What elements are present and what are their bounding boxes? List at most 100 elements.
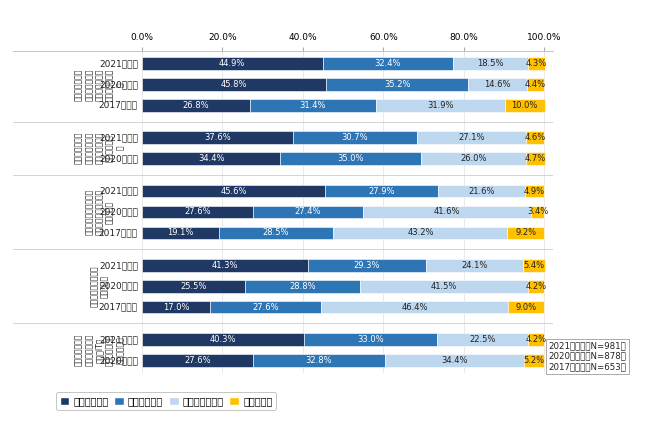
Text: 26.0%: 26.0% <box>460 154 487 163</box>
Bar <box>142 78 326 91</box>
Text: 2017年調査: 2017年調査 <box>99 101 138 110</box>
Bar <box>426 259 523 272</box>
Text: 4.9%: 4.9% <box>524 187 545 195</box>
Bar <box>219 227 333 239</box>
Bar <box>421 152 526 165</box>
Text: 45.6%: 45.6% <box>220 187 247 195</box>
Bar <box>526 131 545 144</box>
Text: 30.7%: 30.7% <box>342 133 369 142</box>
Text: 28.8%: 28.8% <box>289 282 316 291</box>
Text: 41.5%: 41.5% <box>431 282 457 291</box>
Bar <box>280 152 421 165</box>
Bar <box>142 131 293 144</box>
Bar <box>525 185 545 197</box>
Bar <box>253 206 363 218</box>
Text: 2021年調査: 2021年調査 <box>99 187 138 195</box>
Text: 28.5%: 28.5% <box>263 229 289 237</box>
Bar <box>376 99 504 112</box>
Bar <box>333 227 508 239</box>
Bar <box>508 301 545 313</box>
Bar <box>142 152 280 165</box>
Text: 2021年調査: 2021年調査 <box>99 335 138 344</box>
Text: 33.0%: 33.0% <box>358 335 384 344</box>
Text: 35.0%: 35.0% <box>337 154 364 163</box>
Text: 2020年調査: 2020年調査 <box>99 80 138 89</box>
Text: 24.1%: 24.1% <box>462 261 488 270</box>
Bar <box>528 57 545 70</box>
Bar <box>531 206 545 218</box>
Text: 32.4%: 32.4% <box>374 59 401 68</box>
Text: 2021年調査（N=981）
2020年調査（N=878）
2017年調査（N=653）: 2021年調査（N=981） 2020年調査（N=878） 2017年調査（N=… <box>549 341 627 371</box>
Bar <box>361 280 528 293</box>
Bar <box>142 259 308 272</box>
Text: 40.3%: 40.3% <box>210 335 236 344</box>
Text: 5.2%: 5.2% <box>523 356 545 365</box>
Bar <box>508 227 545 239</box>
Bar <box>326 78 468 91</box>
Text: 35.2%: 35.2% <box>384 80 410 89</box>
Bar <box>250 99 376 112</box>
Text: 2020年調査: 2020年調査 <box>99 356 138 365</box>
Text: 2020年調査: 2020年調査 <box>99 207 138 217</box>
Bar <box>253 354 385 367</box>
Bar <box>322 57 453 70</box>
Text: 2017年調査: 2017年調査 <box>99 229 138 237</box>
Bar <box>526 78 545 91</box>
Text: 31.4%: 31.4% <box>300 101 326 110</box>
Bar <box>142 301 211 313</box>
Text: 2021年調査: 2021年調査 <box>99 59 138 68</box>
Text: 4.6%: 4.6% <box>525 133 546 142</box>
Text: 25.5%: 25.5% <box>180 282 206 291</box>
Text: 41.3%: 41.3% <box>212 261 239 270</box>
Text: 働き方（ワーク
スタイル）改革
のプロジェクト
を設置してい
る: 働き方（ワーク スタイル）改革 のプロジェクト を設置してい る <box>74 132 125 165</box>
Bar <box>385 354 523 367</box>
Text: 19.1%: 19.1% <box>167 229 194 237</box>
Text: 21.6%: 21.6% <box>468 187 495 195</box>
Bar <box>142 57 322 70</box>
Bar <box>453 57 528 70</box>
Text: 27.6%: 27.6% <box>253 303 279 312</box>
Text: 32.8%: 32.8% <box>306 356 332 365</box>
Bar <box>526 152 545 165</box>
Bar <box>142 206 253 218</box>
Text: 18.5%: 18.5% <box>477 59 504 68</box>
Text: 4.4%: 4.4% <box>525 80 546 89</box>
Text: 働き方（ワーク
スタイル）改革
に伴うITシ
ステムの導入が
行われている: 働き方（ワーク スタイル）改革 に伴うITシ ステムの導入が 行われている <box>74 334 125 366</box>
Text: 27.6%: 27.6% <box>184 207 211 217</box>
Text: 46.4%: 46.4% <box>402 303 428 312</box>
Bar <box>417 131 526 144</box>
Text: 2021年調査: 2021年調査 <box>99 133 138 142</box>
Text: 10.0%: 10.0% <box>512 101 538 110</box>
Text: 4.7%: 4.7% <box>525 154 546 163</box>
Bar <box>244 280 361 293</box>
Text: 29.3%: 29.3% <box>354 261 380 270</box>
Text: 4.3%: 4.3% <box>526 59 547 68</box>
Legend: 実施中である, 検討中である, 実施していない, わからない: 実施中である, 検討中である, 実施していない, わからない <box>56 392 276 410</box>
Bar <box>321 301 508 313</box>
Bar <box>523 354 545 367</box>
Bar <box>523 259 545 272</box>
Text: テレワーク（モバイル
ワーク）の制度が整備
されている: テレワーク（モバイル ワーク）の制度が整備 されている <box>84 189 114 235</box>
Text: 22.5%: 22.5% <box>469 335 495 344</box>
Bar <box>142 280 244 293</box>
Text: 2021年調査: 2021年調査 <box>99 261 138 270</box>
Bar <box>363 206 531 218</box>
Text: 2020年調査: 2020年調査 <box>99 282 138 291</box>
Bar <box>211 301 321 313</box>
Bar <box>528 333 545 346</box>
Bar <box>437 185 525 197</box>
Bar <box>468 78 526 91</box>
Text: 27.6%: 27.6% <box>184 356 211 365</box>
Bar <box>528 280 545 293</box>
Bar <box>142 99 250 112</box>
Bar <box>437 333 528 346</box>
Text: 34.4%: 34.4% <box>441 356 467 365</box>
Text: 34.4%: 34.4% <box>198 154 224 163</box>
Bar <box>308 259 426 272</box>
Text: 27.1%: 27.1% <box>458 133 485 142</box>
Bar <box>304 333 437 346</box>
Text: 2020年調査: 2020年調査 <box>99 154 138 163</box>
Bar <box>142 227 219 239</box>
Bar <box>504 99 545 112</box>
Text: 9.2%: 9.2% <box>515 229 536 237</box>
